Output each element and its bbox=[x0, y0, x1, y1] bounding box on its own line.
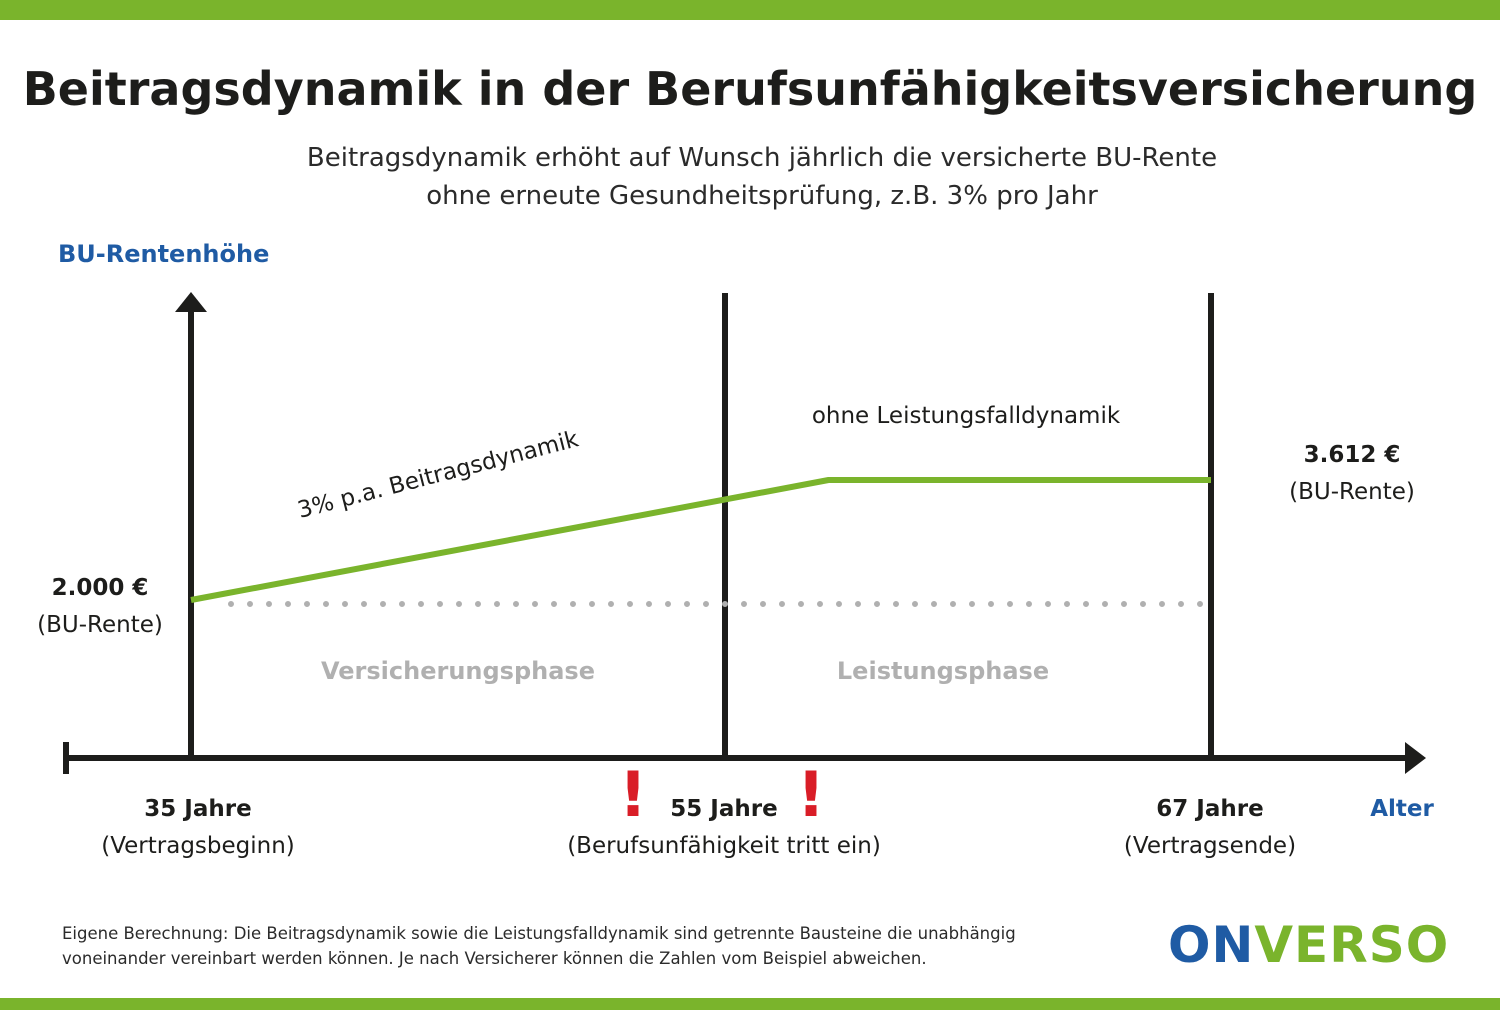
x-axis-arrow bbox=[1405, 742, 1426, 774]
warning-mark-left: ! bbox=[619, 758, 647, 831]
page-title: Beitragsdynamik in der Berufsunfähigkeit… bbox=[22, 62, 1478, 116]
y-axis-arrow bbox=[175, 292, 207, 312]
x-marker-sublabel-35: (Vertragsbeginn) bbox=[101, 833, 295, 859]
end-value-note: (BU-Rente) bbox=[1289, 479, 1415, 505]
start-value: 2.000 € bbox=[52, 575, 149, 601]
x-marker-label-67: 67 Jahre bbox=[1156, 796, 1263, 822]
end-value: 3.612 € bbox=[1304, 442, 1401, 468]
subtitle-line-2: ohne erneute Gesundheitsprüfung, z.B. 3%… bbox=[426, 181, 1098, 211]
x-marker-label-35: 35 Jahre bbox=[144, 796, 251, 822]
warning-mark-right: ! bbox=[797, 758, 825, 831]
footnote-line-1: Eigene Berechnung: Die Beitragsdynamik s… bbox=[62, 924, 1016, 943]
subtitle-line-1: Beitragsdynamik erhöht auf Wunsch jährli… bbox=[306, 143, 1218, 173]
phase-label-versicherung: Versicherungsphase bbox=[321, 657, 595, 685]
logo-part-on: ON bbox=[1168, 916, 1255, 974]
top-accent-bar bbox=[0, 0, 1500, 20]
x-marker-sublabel-55: (Berufsunfähigkeit tritt ein) bbox=[567, 833, 881, 859]
y-axis-label: BU-Rentenhöhe bbox=[58, 240, 269, 268]
flat-label: ohne Leistungsfalldynamik bbox=[812, 403, 1121, 429]
bottom-accent-bar bbox=[0, 998, 1500, 1010]
logo-part-verso: VERSO bbox=[1254, 916, 1450, 974]
slope-label: 3% p.a. Beitragsdynamik bbox=[295, 426, 582, 524]
series-line bbox=[190, 477, 1211, 603]
x-axis-label: Alter bbox=[1370, 796, 1434, 822]
footnote-line-2: voneinander vereinbart werden können. Je… bbox=[62, 949, 927, 968]
phase-label-leistung: Leistungsphase bbox=[837, 657, 1049, 685]
start-value-note: (BU-Rente) bbox=[37, 612, 163, 638]
x-marker-sublabel-67: (Vertragsende) bbox=[1124, 833, 1296, 859]
onverso-logo: ONVERSO bbox=[1168, 916, 1449, 974]
x-marker-label-55: 55 Jahre bbox=[670, 796, 777, 822]
